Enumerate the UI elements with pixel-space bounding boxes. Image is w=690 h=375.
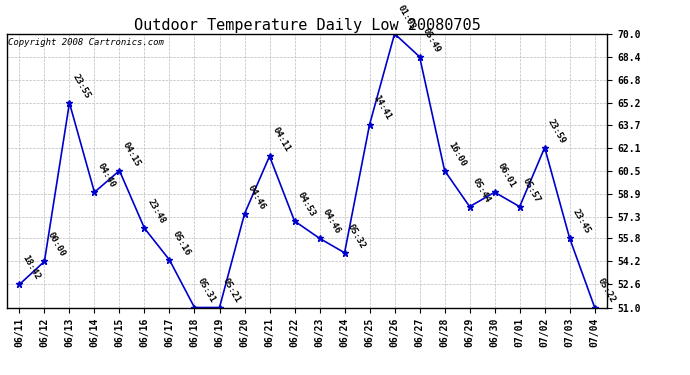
Text: Copyright 2008 Cartronics.com: Copyright 2008 Cartronics.com — [8, 38, 164, 47]
Text: 05:57: 05:57 — [521, 176, 542, 204]
Text: 05:21: 05:21 — [221, 277, 242, 305]
Text: 04:15: 04:15 — [121, 140, 142, 168]
Text: 23:59: 23:59 — [546, 117, 567, 145]
Text: 00:00: 00:00 — [46, 231, 67, 259]
Text: 14:41: 14:41 — [371, 94, 392, 122]
Text: 05:22: 05:22 — [596, 277, 618, 305]
Text: 05:44: 05:44 — [471, 176, 492, 204]
Title: Outdoor Temperature Daily Low 20080705: Outdoor Temperature Daily Low 20080705 — [134, 18, 480, 33]
Text: 05:32: 05:32 — [346, 222, 367, 250]
Text: 23:45: 23:45 — [571, 208, 592, 236]
Text: 23:48: 23:48 — [146, 198, 167, 225]
Text: 04:46: 04:46 — [321, 208, 342, 236]
Text: 04:53: 04:53 — [296, 190, 317, 218]
Text: 04:46: 04:46 — [246, 183, 267, 211]
Text: 05:16: 05:16 — [171, 230, 192, 257]
Text: 01:03: 01:03 — [396, 3, 417, 31]
Text: 23:55: 23:55 — [71, 72, 92, 100]
Text: 16:00: 16:00 — [446, 140, 467, 168]
Text: 04:11: 04:11 — [271, 126, 292, 153]
Text: 05:31: 05:31 — [196, 277, 217, 305]
Text: 18:42: 18:42 — [21, 254, 42, 282]
Text: 05:49: 05:49 — [421, 26, 442, 54]
Text: 06:01: 06:01 — [496, 162, 518, 189]
Text: 04:40: 04:40 — [96, 162, 117, 189]
